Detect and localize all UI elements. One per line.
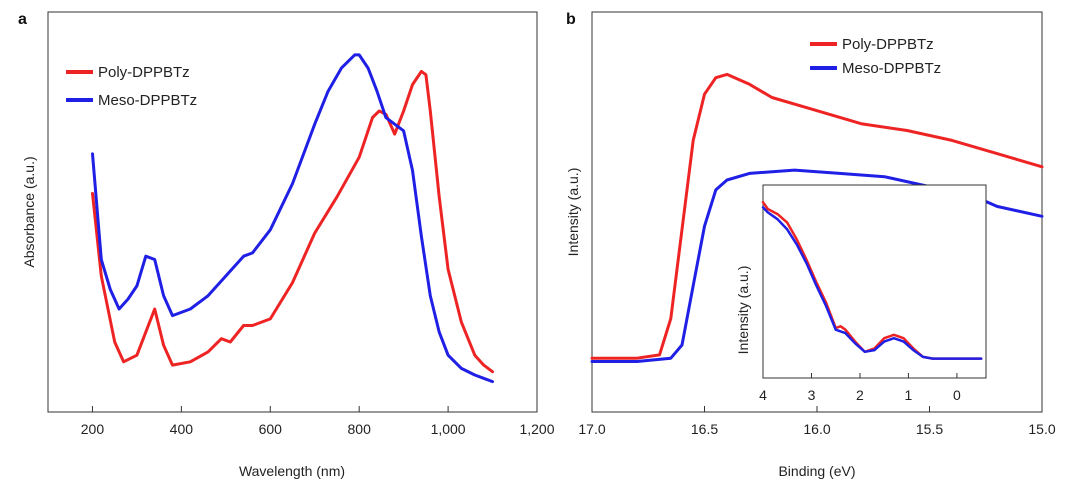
panel-a-xtick-tick-label: 400	[170, 421, 194, 437]
inset-meso-dppbtz-line	[761, 206, 983, 360]
panel-b-xlabel: Binding (eV)	[778, 463, 855, 479]
panel-a-ylabel: Absorbance (a.u.)	[21, 156, 37, 267]
panel-a-legend: Poly-DPPBTz Meso-DPPBTz	[66, 64, 197, 109]
inset-xtick-tick-label: 3	[808, 387, 816, 403]
panel-b-xtick-tick-label: 16.5	[691, 421, 718, 437]
panel-a-xlabel: Wavelength (nm)	[239, 463, 345, 479]
inset-ylabel: Intensity (a.u.)	[735, 266, 751, 355]
inset-xtick-tick-label: 2	[856, 387, 864, 403]
inset-xtick-tick-label: 0	[953, 387, 961, 403]
panel-b-poly-dppbtz-line	[590, 72, 1044, 360]
legend-b-meso-label: Meso-DPPBTz	[842, 60, 941, 77]
panel-a-lines	[91, 53, 494, 384]
panel-a-xtick-tick-label: 200	[81, 421, 105, 437]
legend-a-meso-label: Meso-DPPBTz	[98, 92, 197, 109]
panel-a-xticks: 200 400 600 800 1,000 1,200	[81, 406, 555, 437]
panel-b-inset: 4 3 2 1 0 Intensity (a.u.)	[735, 184, 987, 403]
panel-b-xticks: 17.0 16.5 16.0 15.5 15.0	[578, 406, 1056, 437]
panel-a: 200 400 600 800 1,000 1,200 Wavelength (nm) A…	[21, 11, 555, 479]
panel-a-xtick-tick-label: 800	[348, 421, 372, 437]
legend-a-poly-label: Poly-DPPBTz	[98, 64, 190, 81]
panel-b-letter: b	[566, 11, 576, 28]
panel-a-letter: a	[18, 11, 27, 28]
inset-lines	[761, 200, 983, 360]
inset-xticks: 4 3 2 1 0	[759, 373, 961, 403]
panel-a-frame	[47, 11, 538, 413]
legend-b-poly-label: Poly-DPPBTz	[842, 36, 934, 53]
panel-a-xtick-tick-label: 1,200	[519, 421, 554, 437]
panel-b-xtick-tick-label: 15.0	[1028, 421, 1055, 437]
panel-a-xtick-tick-label: 600	[259, 421, 283, 437]
panel-a-xtick-tick-label: 1,000	[431, 421, 466, 437]
panel-b-xtick-tick-label: 16.0	[803, 421, 830, 437]
inset-xtick-tick-label: 1	[905, 387, 913, 403]
panel-a-meso-dppbtz-line	[91, 53, 494, 384]
panel-b-xtick-tick-label: 15.5	[916, 421, 943, 437]
inset-xtick-tick-label: 4	[759, 387, 767, 403]
panel-b: 17.0 16.5 16.0 15.5 15.0 Binding (eV) Intens…	[565, 11, 1056, 479]
panel-a-poly-dppbtz-line	[91, 69, 494, 374]
panel-b-legend: Poly-DPPBTz Meso-DPPBTz	[810, 36, 941, 77]
panel-b-xtick-tick-label: 17.0	[578, 421, 605, 437]
inset-frame	[762, 184, 987, 379]
panel-b-ylabel: Intensity (a.u.)	[565, 168, 581, 257]
